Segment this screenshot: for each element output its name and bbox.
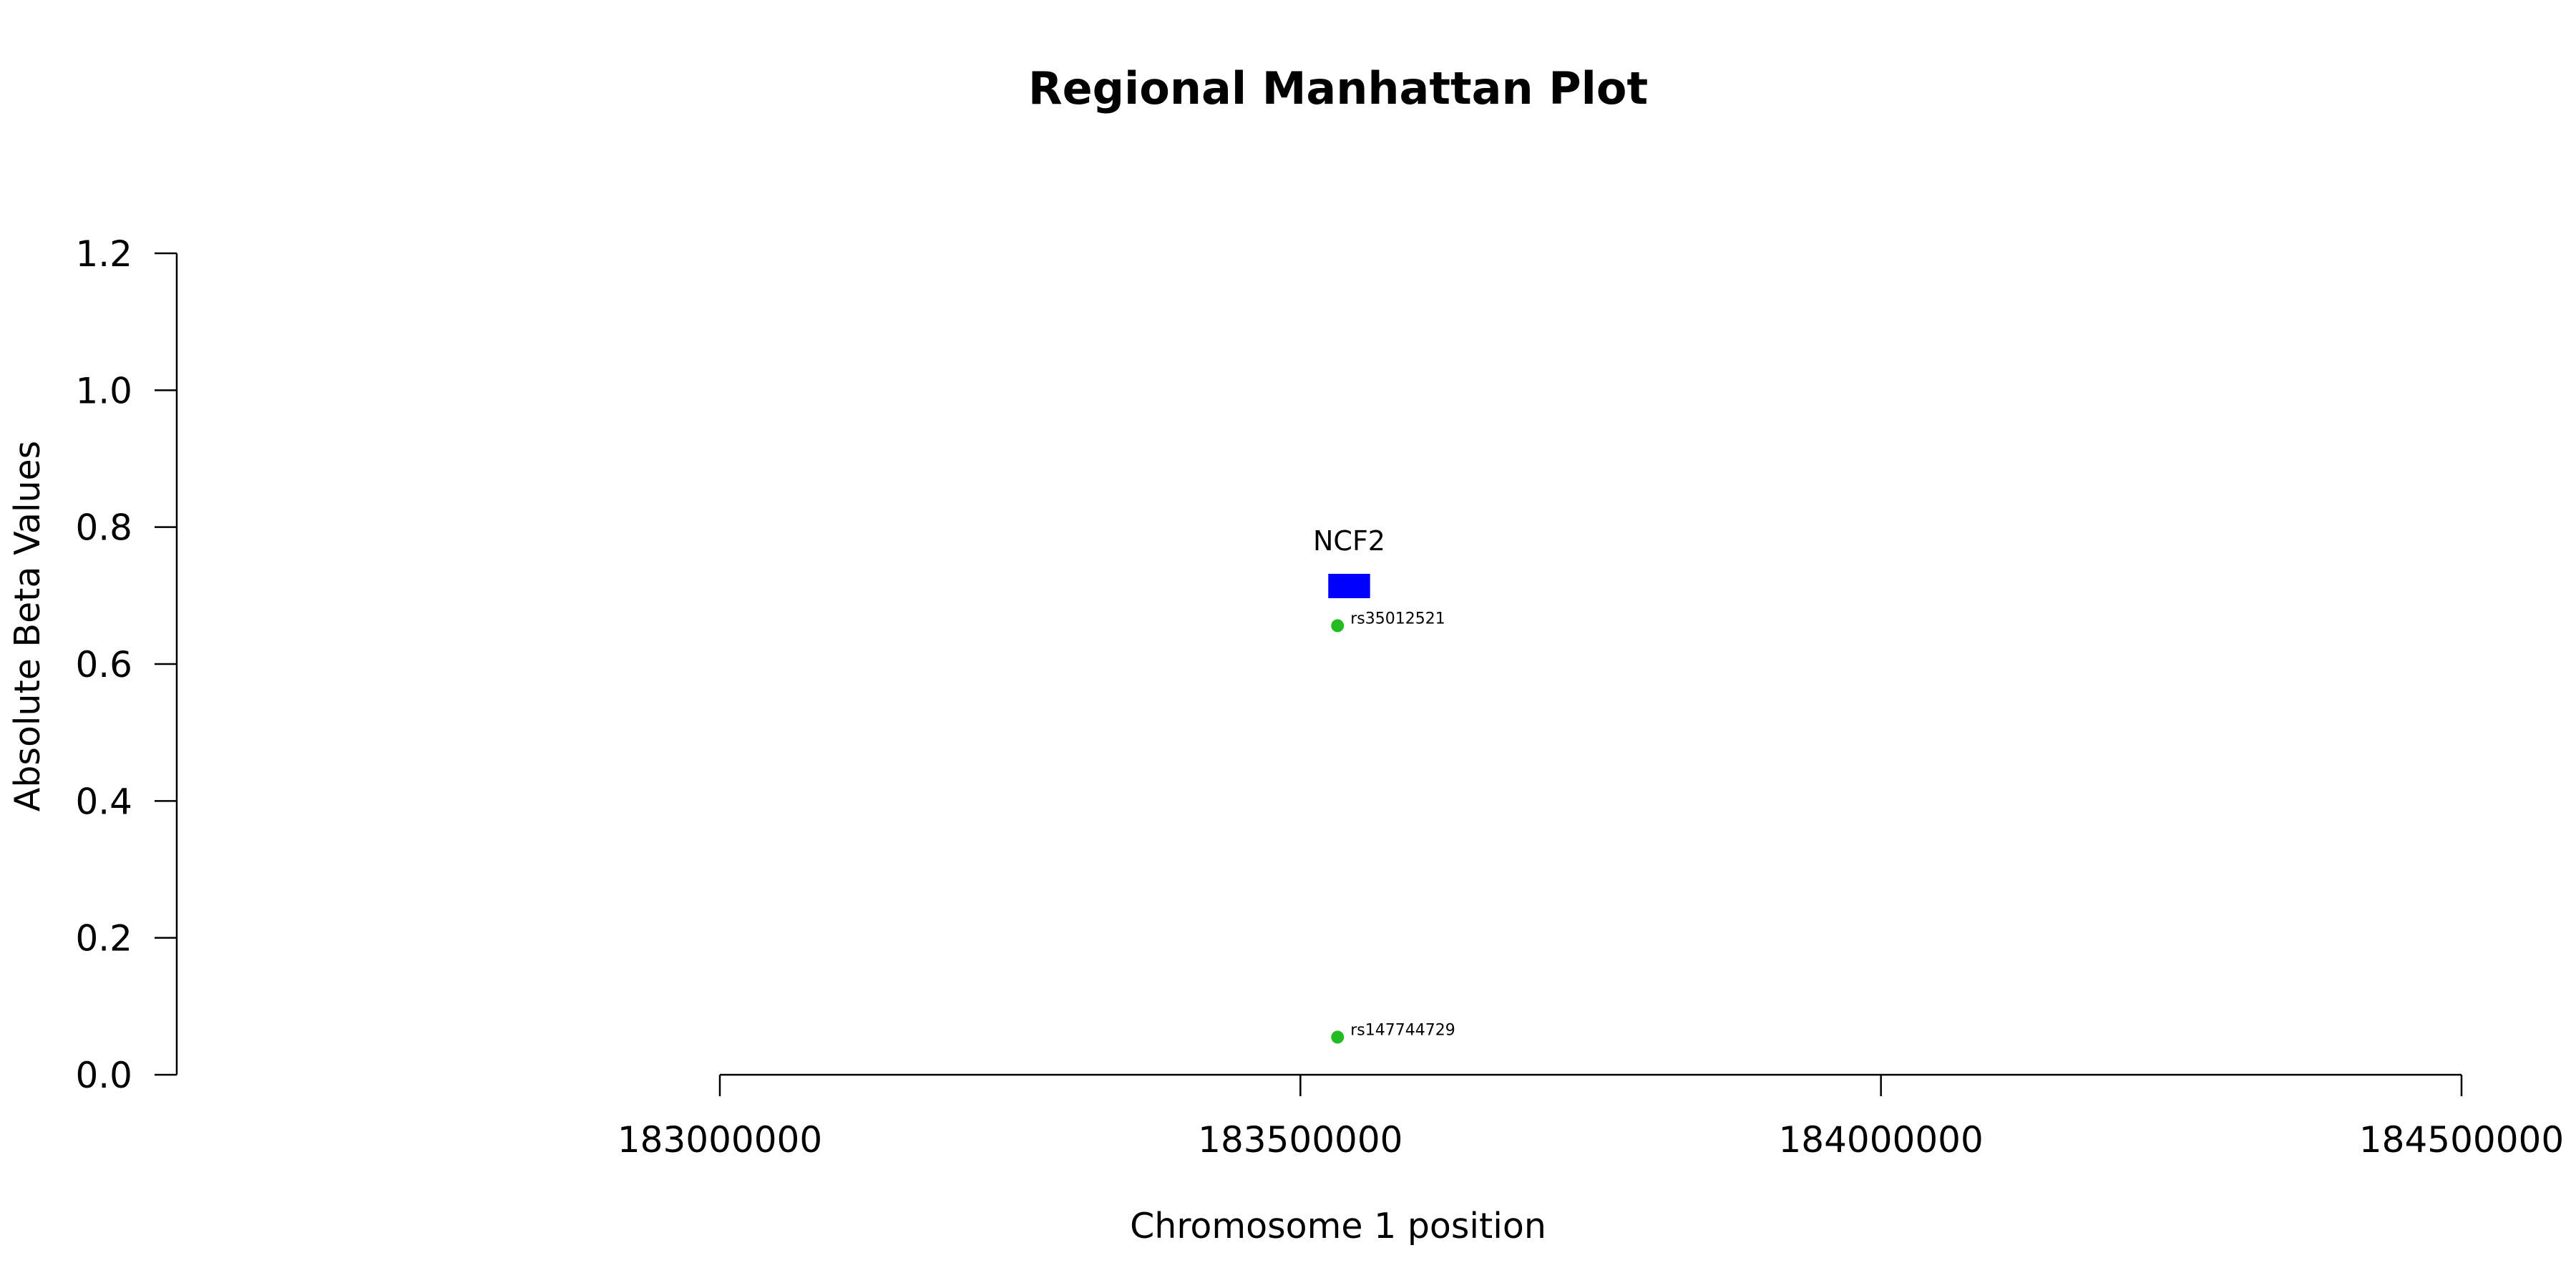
y-tick-label: 0.8 (75, 507, 132, 549)
gene-label: NCF2 (1313, 525, 1385, 557)
y-tick-label: 0.4 (75, 781, 132, 822)
x-tick-label: 183500000 (1198, 1119, 1402, 1161)
x-axis-label: Chromosome 1 position (1130, 1206, 1546, 1246)
y-tick-label: 1.0 (75, 370, 132, 411)
y-tick-label: 1.2 (75, 233, 132, 275)
snp-label: rs35012521 (1350, 610, 1445, 628)
gene-bar (1328, 573, 1370, 598)
gene-track: NCF2 (1313, 525, 1385, 598)
snp-point (1331, 619, 1345, 633)
snp-points: rs35012521 rs147744729 (1331, 610, 1455, 1044)
y-tick-label: 0.2 (75, 918, 132, 960)
y-tick-label: 0.0 (75, 1055, 132, 1096)
y-tick-label: 0.6 (75, 644, 132, 686)
y-axis-label: Absolute Beta Values (7, 441, 48, 811)
y-ticks: 0.0 0.2 0.4 0.6 0.8 1.0 1.2 (75, 233, 177, 1096)
snp-point (1331, 1030, 1345, 1044)
snp-label: rs147744729 (1350, 1021, 1455, 1039)
chart-title: Regional Manhattan Plot (1028, 62, 1648, 114)
x-tick-label: 183000000 (618, 1119, 822, 1161)
x-tick-label: 184500000 (2359, 1119, 2564, 1161)
x-ticks: 183000000 183500000 184000000 184500000 (618, 1075, 2564, 1161)
x-tick-label: 184000000 (1779, 1119, 1984, 1161)
